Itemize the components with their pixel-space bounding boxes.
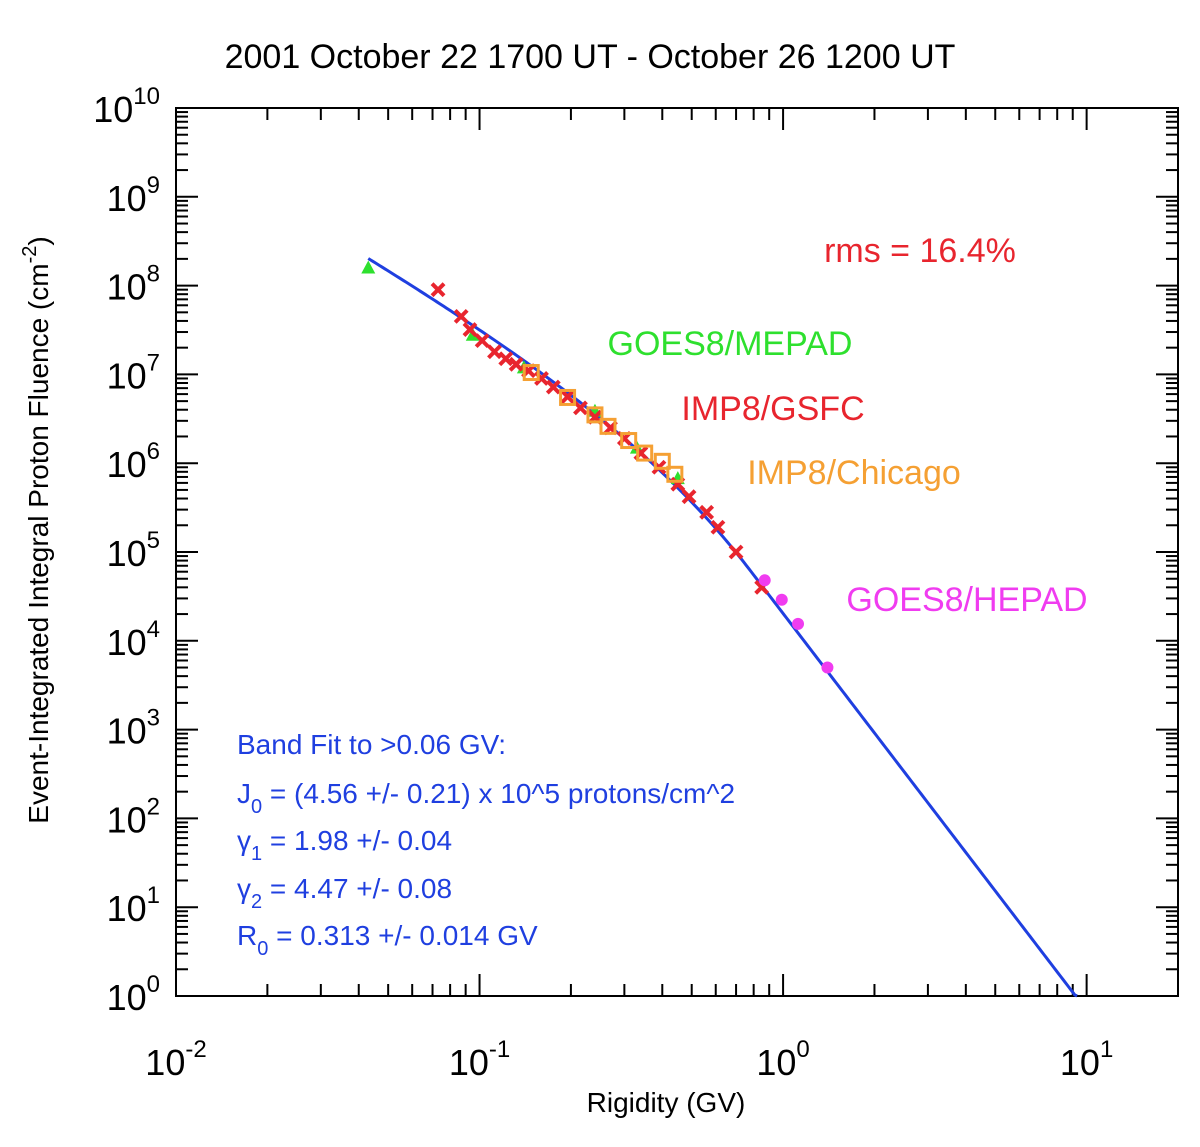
- y-tick-label: 101: [107, 882, 160, 929]
- y-tick-label: 108: [107, 261, 160, 308]
- y-tick-label: 1010: [93, 83, 160, 130]
- data-point-imp8-chicago: [586, 406, 604, 424]
- data-point-imp8-gsfc: [498, 351, 514, 367]
- data-point-imp8-gsfc: [560, 389, 575, 405]
- data-point-imp8-gsfc: [728, 544, 744, 560]
- axis-ticks: [175, 107, 1179, 997]
- fit-curve: [367, 257, 1078, 998]
- data-points: [361, 260, 834, 674]
- data-point-imp8-gsfc: [474, 333, 490, 349]
- data-point-imp8-gsfc: [508, 356, 524, 372]
- data-point-imp8-gsfc: [545, 379, 561, 395]
- fit-gamma1: γ1 = 1.98 +/- 0.04: [237, 825, 452, 865]
- data-point-imp8-gsfc: [462, 322, 478, 337]
- data-point-imp8-gsfc: [487, 344, 502, 360]
- legend-label-imp8-gsfc: IMP8/GSFC: [681, 390, 864, 428]
- y-tick-label: 103: [107, 705, 160, 752]
- data-point-imp8-chicago: [599, 417, 617, 435]
- x-tick-label: 10-2: [145, 1036, 206, 1083]
- data-point-imp8-gsfc: [681, 489, 697, 505]
- y-axis-label-main: Event-Integrated Integral Proton Fluence…: [23, 263, 54, 823]
- y-tick-label: 100: [107, 971, 160, 1018]
- x-axis-label: Rigidity (GV): [587, 1087, 746, 1118]
- plot-frame: [175, 107, 1179, 997]
- data-point-goes8-hepad: [792, 617, 805, 630]
- data-point-imp8-gsfc: [430, 282, 446, 298]
- data-point-imp8-gsfc: [710, 519, 726, 535]
- data-point-imp8-gsfc: [699, 504, 715, 520]
- data-point-imp8-gsfc: [573, 400, 588, 416]
- svg-text:Event-Integrated Integral Prot: Event-Integrated Integral Proton Fluence…: [19, 236, 54, 823]
- data-point-imp8-chicago: [653, 452, 671, 470]
- data-point-goes8-hepad: [821, 661, 834, 674]
- fit-parameters: Band Fit to >0.06 GV: J0 = (4.56 +/- 0.2…: [237, 729, 735, 960]
- x-tick-label: 10-1: [449, 1036, 510, 1083]
- data-point-goes8-mepad: [361, 260, 376, 274]
- y-axis-label-exponent: -2: [19, 246, 41, 264]
- y-tick-label: 104: [107, 616, 160, 663]
- y-axis-label: Event-Integrated Integral Proton Fluence…: [19, 236, 54, 823]
- data-point-imp8-gsfc: [453, 308, 469, 324]
- y-tick-label: 107: [107, 349, 160, 396]
- fit-title: Band Fit to >0.06 GV:: [237, 729, 506, 760]
- legend-label-imp8-chicago: IMP8/Chicago: [747, 454, 961, 492]
- data-point-imp8-chicago: [522, 364, 540, 382]
- y-tick-label: 102: [107, 793, 160, 840]
- data-point-goes8-hepad: [775, 593, 788, 606]
- legend-label-goes8-mepad: GOES8/MEPAD: [608, 325, 853, 363]
- fit-gamma2: γ2 = 4.47 +/- 0.08: [237, 873, 452, 913]
- legend-label-goes8-hepad: GOES8/HEPAD: [846, 581, 1087, 619]
- data-point-imp8-chicago: [666, 465, 684, 483]
- data-point-imp8-chicago: [559, 388, 577, 406]
- x-tick-label: 101: [1060, 1036, 1113, 1083]
- data-point-imp8-chicago: [620, 432, 638, 450]
- fit-r0: R0 = 0.313 +/- 0.014 GV: [237, 920, 538, 960]
- chart-title: 2001 October 22 1700 UT - October 26 120…: [225, 38, 956, 76]
- data-point-imp8-chicago: [636, 444, 654, 462]
- x-tick-label: 100: [756, 1036, 809, 1083]
- y-tick-label: 109: [107, 172, 160, 219]
- y-axis-label-close: ): [23, 236, 54, 245]
- fit-j0: J0 = (4.56 +/- 0.21) x 10^5 protons/cm^2: [237, 778, 735, 818]
- y-tick-label: 105: [107, 527, 160, 574]
- axis-tick-labels: 10-2 10-1 100 101 100 101 102 103 104 105 106 107 10…: [93, 83, 1113, 1083]
- data-point-goes8-hepad: [758, 574, 771, 587]
- rms-label: rms = 16.4%: [824, 232, 1016, 270]
- y-tick-label: 106: [107, 438, 160, 485]
